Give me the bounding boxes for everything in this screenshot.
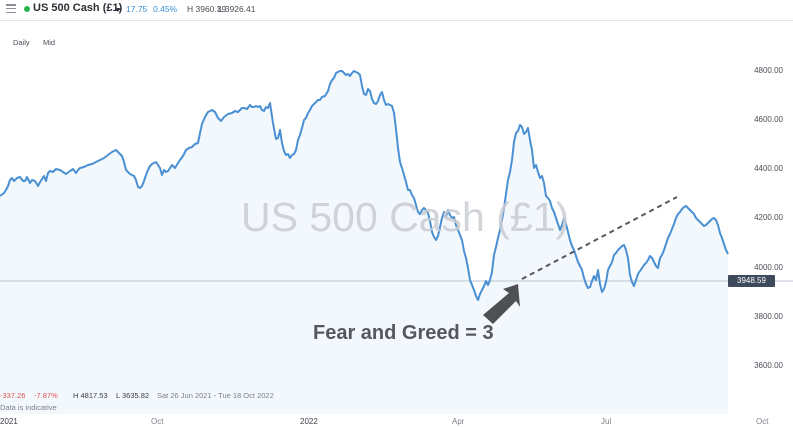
session-high: H 3960.39	[187, 4, 227, 14]
y-axis-label: 4000.00	[754, 263, 783, 272]
y-axis-label: 3600.00	[754, 361, 783, 370]
data-disclaimer: Data is indicative	[0, 403, 57, 412]
interval-selector[interactable]: Daily	[13, 38, 30, 47]
price-type-selector[interactable]: Mid	[43, 38, 56, 47]
x-axis-label: Oct	[151, 417, 164, 426]
price-change: 17.75	[126, 4, 148, 14]
session-low: L 3926.41	[218, 4, 256, 14]
period-high: H 4817.53	[73, 391, 108, 400]
period-change-percent: -7.87%	[34, 391, 58, 400]
y-axis-label: 4200.00	[754, 213, 783, 222]
instrument-dropdown-chevron-icon[interactable]	[115, 8, 121, 12]
price-change-percent: 0.45%	[153, 4, 178, 14]
arrow-annotation-icon	[483, 284, 520, 324]
y-axis-label: 4400.00	[754, 164, 783, 173]
x-axis-label: 2021	[0, 417, 18, 426]
price-area-fill	[0, 71, 728, 414]
x-axis-label: Jul	[601, 417, 612, 426]
market-open-status-icon	[24, 6, 30, 12]
instrument-header: US 500 Cash (£1) 17.75 0.45% H 3960.39 L…	[0, 0, 793, 21]
fear-greed-annotation: Fear and Greed = 3	[313, 322, 494, 344]
period-date-range: Sat 26 Jun 2021 - Tue 18 Oct 2022	[157, 391, 274, 400]
dashed-trendline	[521, 196, 678, 280]
x-axis-label: 2022	[300, 417, 318, 426]
y-axis-label: 4800.00	[754, 66, 783, 75]
x-axis-label: Oct	[756, 417, 769, 426]
current-price-tag: 3948.59	[728, 275, 775, 287]
price-line	[0, 70, 729, 301]
price-chart[interactable]	[0, 21, 793, 427]
chart-watermark: US 500 Cash (£1)	[241, 194, 570, 240]
instrument-name[interactable]: US 500 Cash (£1)	[33, 2, 123, 14]
y-axis-label: 3800.00	[754, 312, 783, 321]
period-low: L 3635.82	[116, 391, 150, 400]
y-axis-label: 4600.00	[754, 115, 783, 124]
period-change: -337.26	[0, 391, 26, 400]
x-axis-label: Apr	[452, 417, 465, 426]
hamburger-menu-icon[interactable]	[6, 4, 16, 14]
